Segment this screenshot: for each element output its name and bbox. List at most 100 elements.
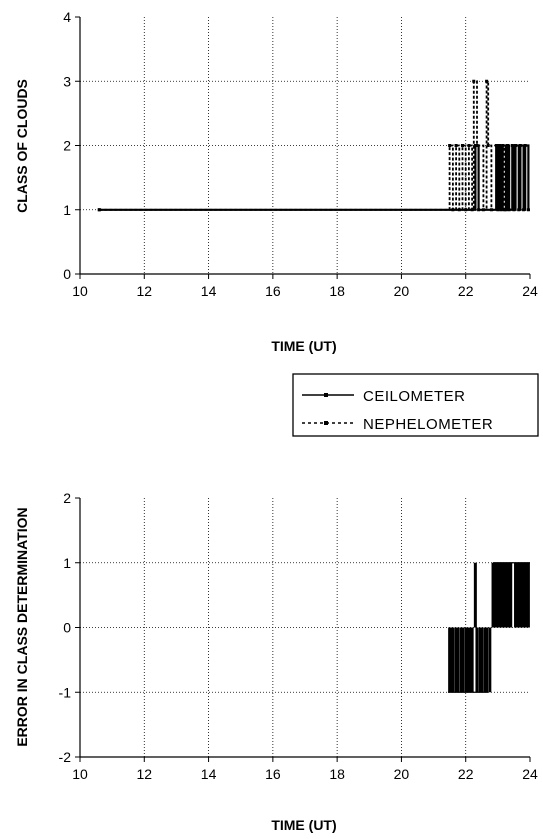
x-tick-label: 20	[394, 766, 410, 782]
error-bar	[497, 562, 501, 628]
y-tick-label: -1	[59, 684, 72, 700]
legend-item-ceilometer: CEILOMETER	[302, 388, 466, 405]
error-bar	[499, 562, 503, 628]
series-point-ceilometer	[501, 144, 505, 147]
series-point-ceilometer	[473, 144, 477, 147]
series-point-ceilometer	[496, 208, 500, 212]
error-bar	[451, 627, 455, 693]
error-bar	[454, 627, 458, 693]
series-point-ceilometer	[497, 144, 501, 147]
legend-marker	[324, 421, 328, 425]
series-point-nephelometer	[461, 144, 464, 147]
error-bar	[488, 627, 492, 693]
series-point-ceilometer	[97, 208, 101, 212]
error-bar	[467, 627, 471, 693]
y-tick-label: 3	[63, 73, 71, 89]
error-bar	[506, 562, 509, 628]
series-point-ceilometer	[522, 208, 526, 212]
y-tick-label: -2	[59, 749, 72, 765]
legend-label-nephelometer: NEPHELOMETER	[363, 416, 493, 433]
error-bar	[502, 562, 506, 628]
series-point-ceilometer	[504, 208, 508, 212]
error-bar	[464, 627, 468, 693]
error-bar	[461, 627, 464, 693]
error-bar	[504, 562, 508, 628]
error-bar	[496, 562, 500, 628]
error-bar	[473, 562, 477, 628]
error-bar	[465, 627, 469, 693]
error-bar	[518, 562, 522, 628]
chart1-axes	[75, 16, 531, 279]
legend: CEILOMETER NEPHELOMETER	[292, 373, 539, 437]
error-bar	[522, 562, 526, 628]
series-point-nephelometer	[472, 79, 476, 83]
series-point-ceilometer	[506, 144, 509, 147]
x-tick-label: 20	[394, 283, 410, 299]
error-bar	[514, 562, 518, 628]
series-point-ceilometer	[514, 144, 518, 147]
error-bar	[483, 627, 487, 693]
series-point-ceilometer	[512, 208, 516, 212]
chart2-x-axis-label: TIME (UT)	[271, 817, 336, 833]
y-tick-label: 2	[63, 138, 71, 154]
x-tick-label: 10	[72, 766, 88, 782]
error-bar	[470, 627, 474, 693]
error-bar	[480, 627, 484, 693]
series-point-ceilometer	[510, 144, 514, 147]
series-point-ceilometer	[499, 208, 503, 212]
error-bar	[459, 627, 463, 693]
error-bar	[449, 627, 453, 693]
chart1-series	[97, 79, 530, 212]
error-bar	[475, 627, 479, 693]
error-bar	[525, 562, 529, 628]
series-point-nephelometer	[448, 144, 452, 147]
series-point-ceilometer	[494, 144, 498, 147]
y-tick-label: 1	[63, 555, 71, 571]
x-tick-label: 14	[201, 766, 217, 782]
error-bar	[526, 562, 530, 628]
y-tick-label: 0	[63, 266, 71, 282]
series-point-ceilometer	[523, 144, 527, 147]
error-bar	[456, 627, 460, 693]
x-tick-label: 14	[201, 283, 217, 299]
y-tick-label: 4	[63, 9, 71, 25]
x-tick-label: 10	[72, 283, 88, 299]
x-tick-label: 22	[458, 766, 474, 782]
series-point-nephelometer	[454, 144, 458, 147]
series-point-ceilometer	[507, 208, 511, 212]
chart2-bars	[448, 562, 530, 693]
legend-label-ceilometer: CEILOMETER	[363, 388, 466, 405]
y-tick-label: 2	[63, 490, 71, 506]
x-tick-label: 24	[522, 766, 538, 782]
error-bar	[448, 627, 452, 693]
legend-box	[292, 373, 539, 437]
x-tick-label: 12	[136, 283, 152, 299]
legend-marker	[324, 393, 328, 397]
error-bar	[509, 562, 513, 628]
error-bar	[515, 562, 519, 628]
series-point-ceilometer	[477, 208, 481, 212]
x-tick-label: 12	[136, 766, 152, 782]
chart1-y-axis-label: CLASS OF CLOUDS	[14, 79, 30, 213]
series-point-ceilometer	[526, 208, 530, 212]
series-point-nephelometer	[502, 208, 506, 212]
x-tick-label: 22	[458, 283, 474, 299]
x-tick-label: 18	[329, 766, 345, 782]
error-bar	[469, 627, 473, 693]
x-tick-label: 18	[329, 283, 345, 299]
y-tick-label: 0	[63, 620, 71, 636]
chart2-y-axis-label: ERROR IN CLASS DETERMINATION	[14, 507, 30, 746]
error-bar	[520, 562, 524, 628]
legend-item-nephelometer: NEPHELOMETER	[302, 416, 493, 433]
x-tick-label: 16	[265, 766, 281, 782]
series-point-nephelometer	[485, 79, 489, 83]
y-tick-label: 1	[63, 202, 71, 218]
error-bar	[494, 562, 498, 628]
x-tick-label: 24	[522, 283, 538, 299]
error-bar	[501, 562, 505, 628]
